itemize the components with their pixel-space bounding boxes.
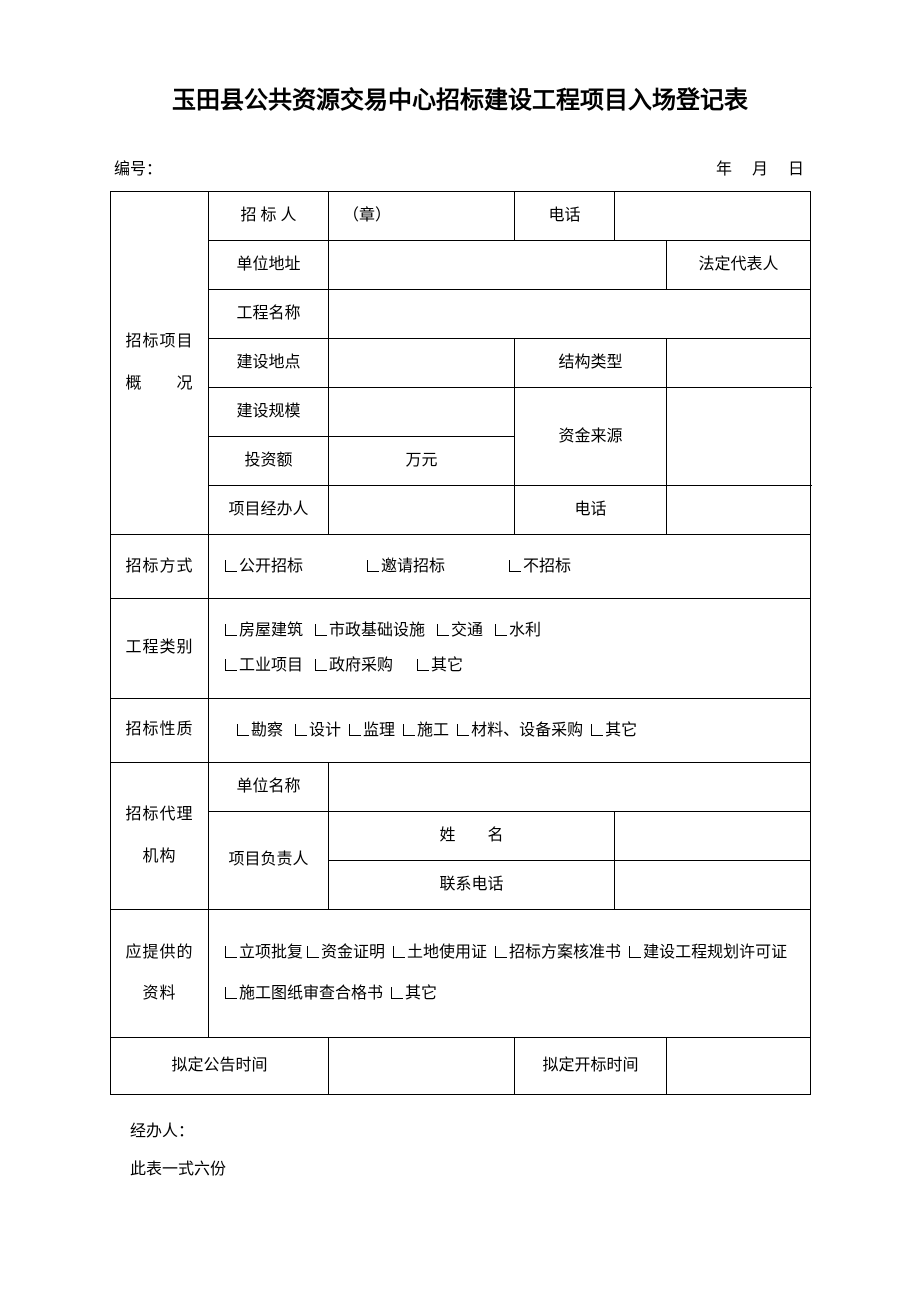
label-phone-2: 电话 bbox=[515, 486, 667, 535]
proj-type-options: 房屋建筑 市政基础设施 交通 水利 工业项目 政府采购 其它 bbox=[209, 599, 811, 698]
checkbox-icon[interactable] bbox=[457, 724, 469, 736]
value-agency-lead-name bbox=[615, 811, 811, 860]
checkbox-icon[interactable] bbox=[591, 724, 603, 736]
value-address bbox=[329, 241, 667, 290]
bid-nature-options: 勘察 设计 监理 施工 材料、设备采购 其它 bbox=[209, 698, 811, 762]
label-proj-type: 工程类别 bbox=[111, 599, 209, 698]
value-handler bbox=[329, 486, 515, 535]
footer-handler: 经办人： bbox=[130, 1113, 810, 1151]
checkbox-icon[interactable] bbox=[225, 946, 237, 958]
date-label: 年 月 日 bbox=[716, 155, 806, 179]
value-bidder: （章） bbox=[329, 192, 515, 241]
doc-number-label: 编号： bbox=[114, 155, 162, 179]
value-open-time bbox=[667, 1037, 811, 1094]
checkbox-icon[interactable] bbox=[393, 946, 405, 958]
value-fund-source bbox=[667, 388, 811, 486]
section-bid-project: 招标项目概 况 bbox=[111, 192, 209, 535]
document-title: 玉田县公共资源交易中心招标建设工程项目入场登记表 bbox=[110, 80, 810, 115]
checkbox-icon[interactable] bbox=[315, 624, 327, 636]
checkbox-icon[interactable] bbox=[225, 987, 237, 999]
value-scale bbox=[329, 388, 515, 437]
label-open-time: 拟定开标时间 bbox=[515, 1037, 667, 1094]
materials-options: 立项批复 资金证明 土地使用证 招标方案核准书 建设工程规划许可证 施工图纸审查… bbox=[209, 909, 811, 1037]
label-agency-lead-name: 姓 名 bbox=[329, 811, 615, 860]
label-struct-type: 结构类型 bbox=[515, 339, 667, 388]
checkbox-icon[interactable] bbox=[349, 724, 361, 736]
label-bidder: 招 标 人 bbox=[209, 192, 329, 241]
label-location: 建设地点 bbox=[209, 339, 329, 388]
footer-copies: 此表一式六份 bbox=[130, 1151, 810, 1189]
value-phone-2 bbox=[667, 486, 811, 535]
checkbox-icon[interactable] bbox=[495, 946, 507, 958]
label-agency-phone: 联系电话 bbox=[329, 860, 615, 909]
value-agency-name bbox=[329, 762, 811, 811]
value-struct-type bbox=[667, 339, 811, 388]
value-project-name bbox=[329, 290, 811, 339]
checkbox-icon[interactable] bbox=[295, 724, 307, 736]
label-bid-method: 招标方式 bbox=[111, 535, 209, 599]
checkbox-icon[interactable] bbox=[307, 946, 319, 958]
label-legal-rep: 法定代表人 bbox=[667, 241, 811, 290]
checkbox-icon[interactable] bbox=[225, 624, 237, 636]
checkbox-icon[interactable] bbox=[495, 624, 507, 636]
value-location bbox=[329, 339, 515, 388]
value-investment: 万元 bbox=[329, 437, 515, 486]
value-phone-1 bbox=[615, 192, 811, 241]
checkbox-icon[interactable] bbox=[225, 659, 237, 671]
checkbox-icon[interactable] bbox=[509, 560, 521, 572]
checkbox-icon[interactable] bbox=[237, 724, 249, 736]
section-materials: 应提供的资料 bbox=[111, 909, 209, 1037]
label-agency-lead: 项目负责人 bbox=[209, 811, 329, 909]
value-agency-phone bbox=[615, 860, 811, 909]
bid-method-options: 公开招标 邀请招标 不招标 bbox=[209, 535, 811, 599]
checkbox-icon[interactable] bbox=[629, 946, 641, 958]
label-bid-nature: 招标性质 bbox=[111, 698, 209, 762]
section-agency: 招标代理机构 bbox=[111, 762, 209, 909]
registration-table: 招标项目概 况 招 标 人 （章） 电话 单位地址 法定代表人 工程名称 建设地… bbox=[110, 191, 811, 1095]
label-scale: 建设规模 bbox=[209, 388, 329, 437]
footer: 经办人： 此表一式六份 bbox=[110, 1113, 810, 1190]
label-announce-time: 拟定公告时间 bbox=[111, 1037, 329, 1094]
header-row: 编号： 年 月 日 bbox=[110, 155, 810, 179]
label-address: 单位地址 bbox=[209, 241, 329, 290]
label-phone-1: 电话 bbox=[515, 192, 615, 241]
value-announce-time bbox=[329, 1037, 515, 1094]
checkbox-icon[interactable] bbox=[403, 724, 415, 736]
label-agency-name: 单位名称 bbox=[209, 762, 329, 811]
label-project-name: 工程名称 bbox=[209, 290, 329, 339]
label-fund-source: 资金来源 bbox=[515, 388, 667, 486]
label-investment: 投资额 bbox=[209, 437, 329, 486]
checkbox-icon[interactable] bbox=[225, 560, 237, 572]
checkbox-icon[interactable] bbox=[367, 560, 379, 572]
label-handler: 项目经办人 bbox=[209, 486, 329, 535]
checkbox-icon[interactable] bbox=[437, 624, 449, 636]
checkbox-icon[interactable] bbox=[391, 987, 403, 999]
checkbox-icon[interactable] bbox=[315, 659, 327, 671]
checkbox-icon[interactable] bbox=[417, 659, 429, 671]
